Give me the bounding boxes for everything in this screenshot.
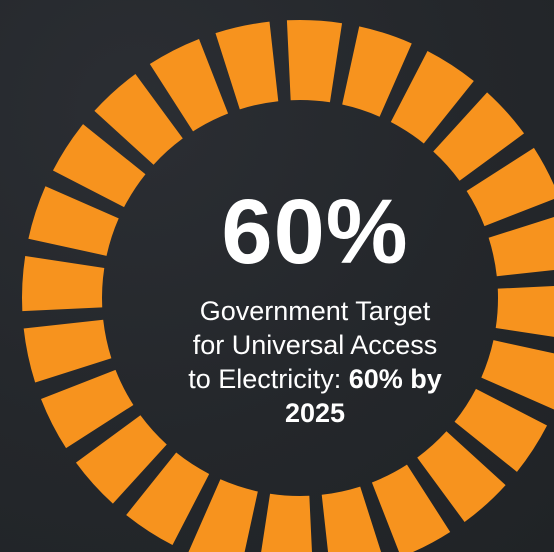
ring-segment [94, 73, 183, 165]
description-line-4: 2025 [150, 396, 480, 430]
ring-segment [261, 493, 312, 552]
description-line-1: Government Target [199, 296, 431, 326]
ring-segment [52, 124, 146, 208]
ring-segment [433, 92, 525, 181]
description-line-3: to Electricity: 60% by [150, 362, 480, 396]
ring-segment [28, 186, 119, 256]
ring-segment [126, 452, 210, 546]
ring-segment [188, 479, 258, 552]
description-year: 2025 [284, 398, 346, 428]
ring-segment [417, 431, 506, 523]
description-line-3-prefix: to Electricity: [188, 364, 349, 394]
ring-segment [488, 216, 554, 277]
center-content: 60% Government Target for Universal Acce… [150, 178, 480, 430]
description-line-2: for Universal Access [192, 330, 438, 360]
ring-segment [286, 19, 343, 103]
ring-segment [40, 369, 134, 449]
ring-segment [22, 255, 105, 312]
ring-segment [75, 415, 167, 504]
ring-segment [215, 21, 279, 110]
ring-segment [23, 319, 112, 383]
ring-segment [495, 286, 554, 337]
ring-segment [390, 50, 474, 144]
ring-segment [149, 38, 229, 132]
ring-segment [454, 388, 548, 472]
ring-segment [466, 147, 554, 227]
description-emphasis: 60% by [348, 364, 442, 394]
ring-segment [321, 486, 382, 552]
ring-segment [481, 340, 554, 410]
ring-segment [371, 464, 451, 552]
target-description: Government Target for Universal Access t… [150, 294, 480, 430]
ring-segment [342, 26, 412, 117]
headline-percentage: 60% [221, 181, 409, 283]
